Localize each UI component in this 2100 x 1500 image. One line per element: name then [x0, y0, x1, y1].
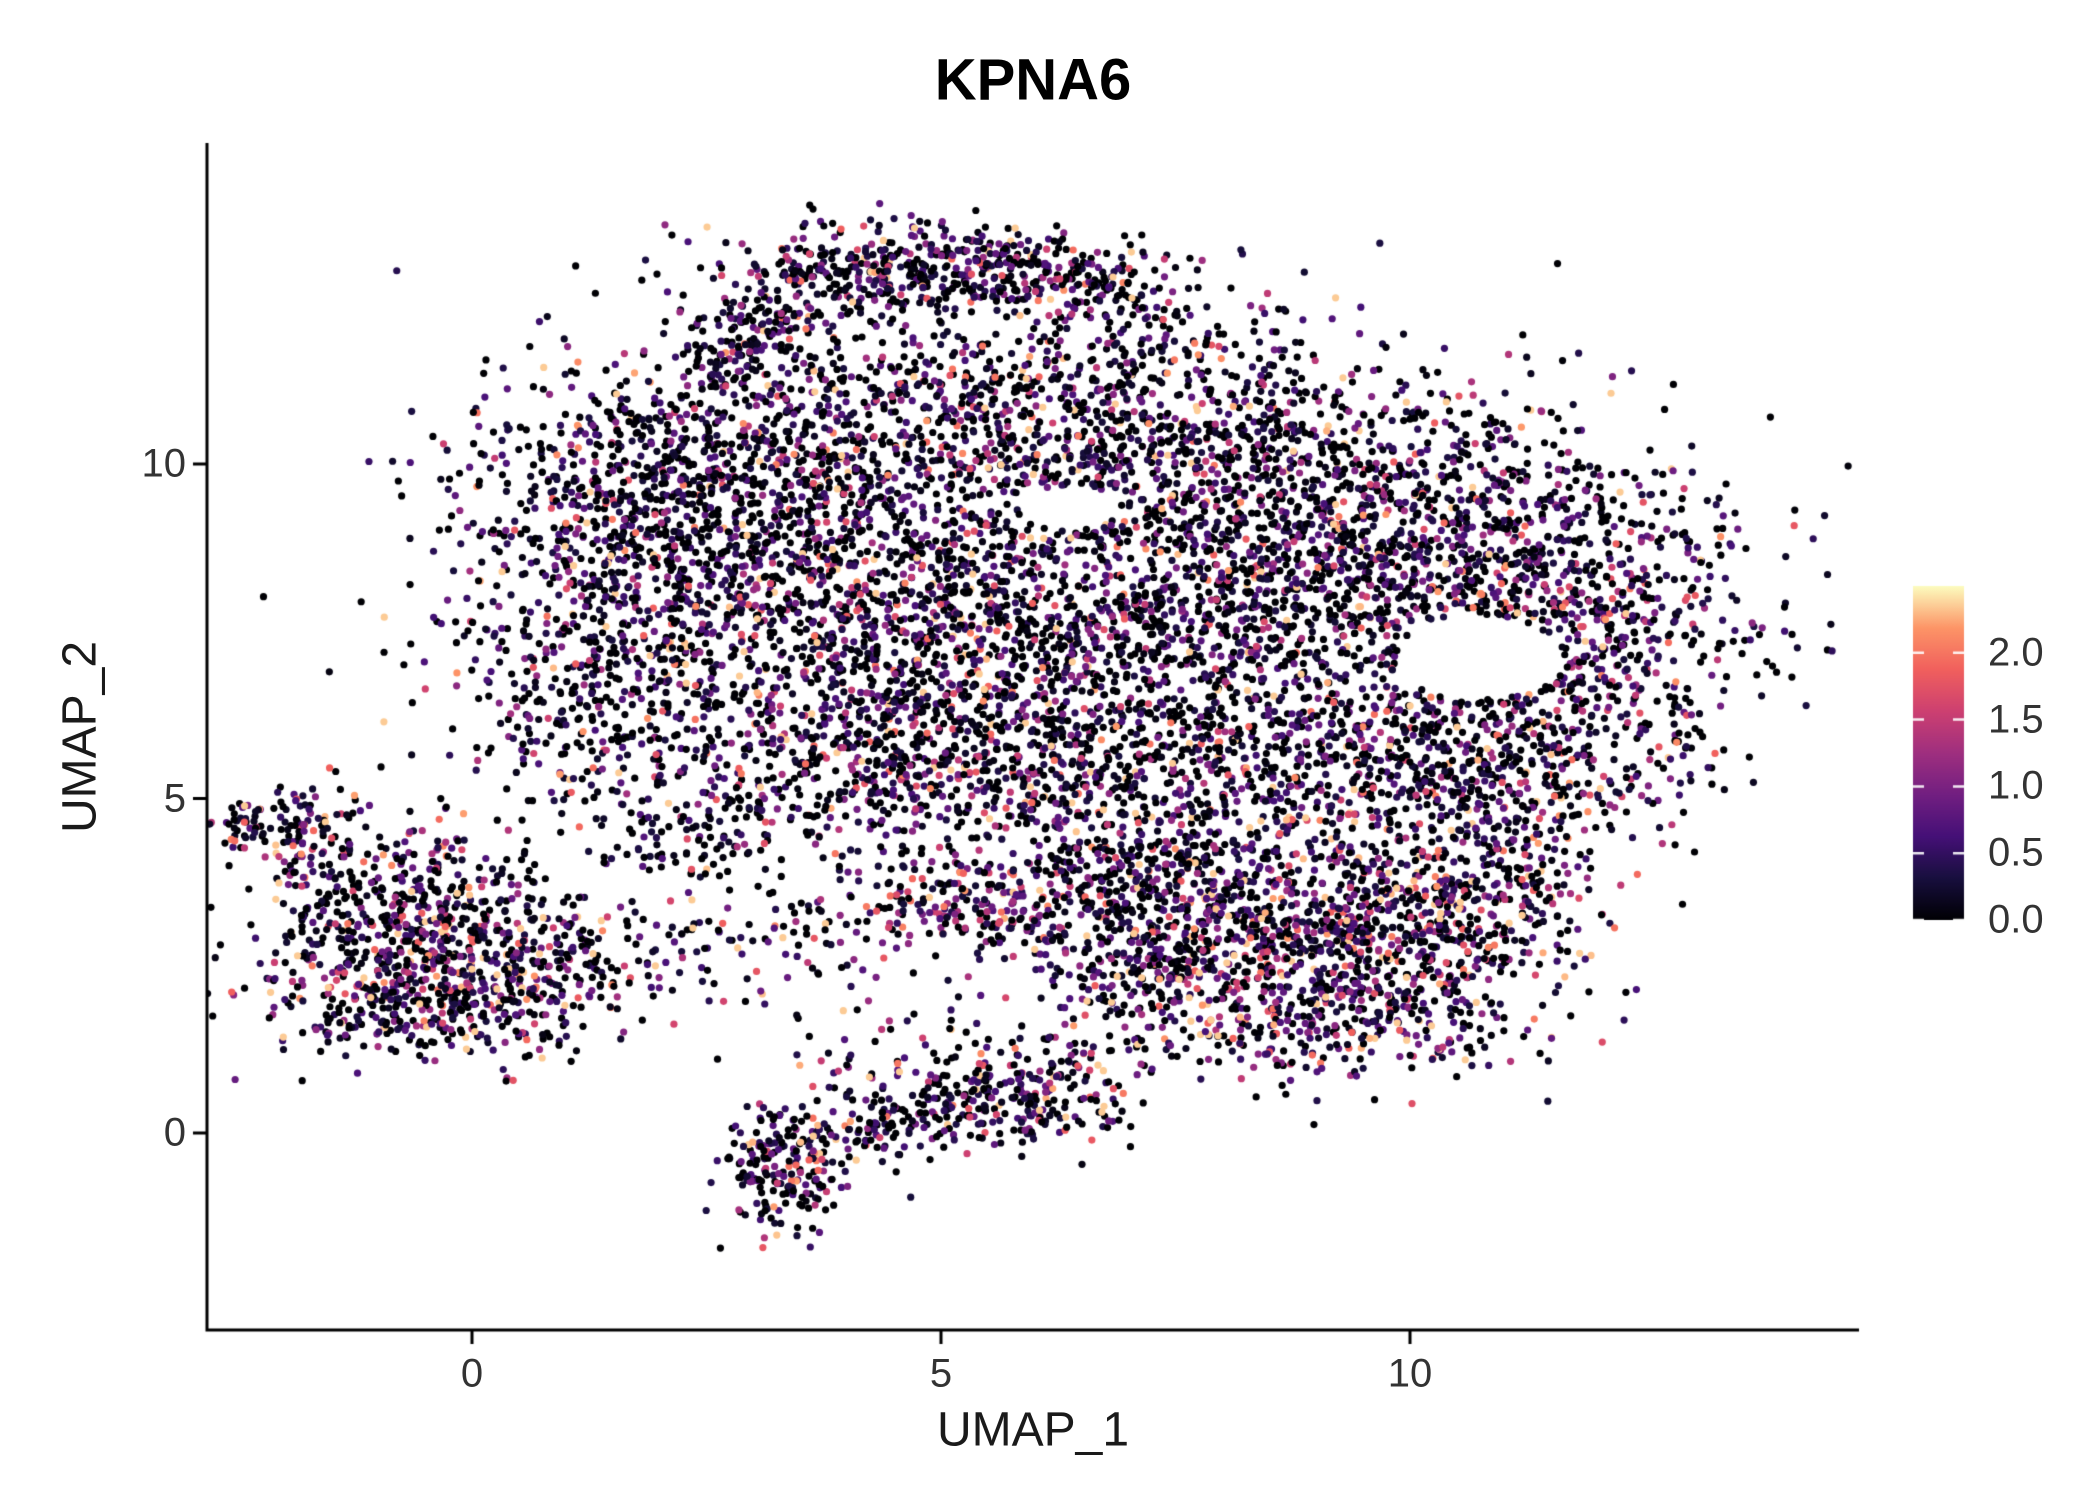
- legend-tick-label: 1.0: [1988, 763, 2044, 808]
- y-axis-label: UMAP_2: [53, 640, 107, 834]
- legend-tick-label: 0.0: [1988, 897, 2044, 942]
- y-tick-label: 10: [141, 441, 187, 486]
- legend-tick-label: 1.5: [1988, 697, 2044, 742]
- x-tick-label: 5: [929, 1351, 953, 1396]
- legend-tick-label: 2.0: [1988, 630, 2044, 675]
- legend-tick-label: 0.5: [1988, 830, 2044, 875]
- y-tick-label: 5: [163, 776, 186, 821]
- plot-title: KPNA6: [934, 47, 1132, 113]
- y-tick-label: 0: [163, 1110, 186, 1155]
- x-tick-label: 10: [1387, 1351, 1433, 1396]
- x-axis-label: UMAP_1: [936, 1403, 1130, 1457]
- x-tick-label: 0: [460, 1351, 484, 1396]
